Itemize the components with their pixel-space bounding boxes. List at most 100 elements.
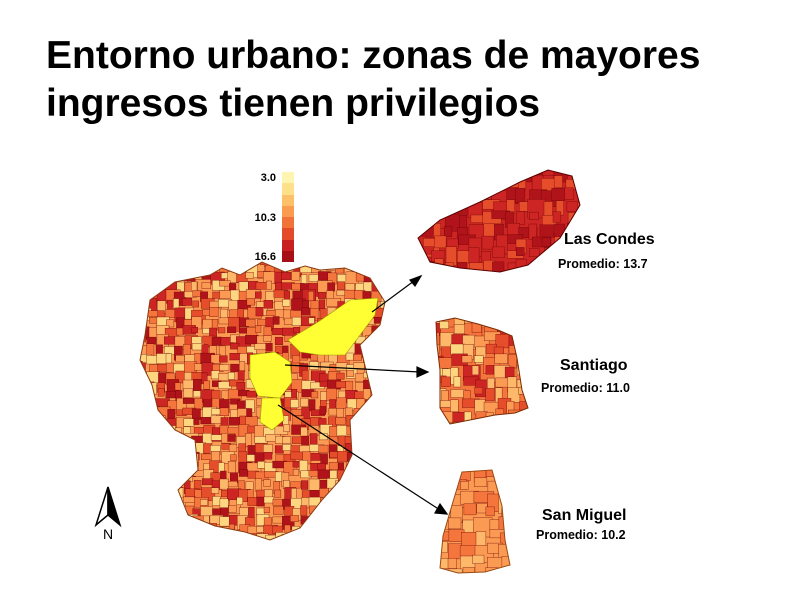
census-block — [274, 489, 282, 498]
census-block — [346, 426, 359, 436]
census-block — [373, 317, 385, 324]
census-block — [529, 248, 540, 257]
census-block — [239, 327, 247, 334]
census-block — [439, 321, 449, 329]
census-block — [373, 416, 383, 431]
census-block — [255, 291, 262, 299]
census-block — [245, 319, 256, 327]
census-block — [418, 258, 430, 272]
census-block — [219, 407, 229, 416]
census-block — [317, 506, 323, 516]
census-block — [372, 516, 381, 526]
highlight-santiago — [249, 351, 293, 399]
census-block — [328, 462, 339, 470]
census-block — [155, 515, 170, 524]
census-block — [176, 327, 184, 336]
census-block — [149, 496, 162, 508]
census-block — [156, 443, 168, 451]
census-block — [453, 376, 461, 388]
census-block — [371, 434, 381, 442]
legend-label-min: 3.0 — [260, 172, 276, 184]
census-block — [381, 344, 385, 351]
census-block — [212, 496, 221, 506]
census-block — [483, 176, 492, 187]
census-block — [146, 336, 157, 345]
census-block — [173, 435, 188, 448]
census-block — [418, 236, 426, 247]
census-block — [364, 425, 378, 436]
inset-san-miguel-outline — [439, 469, 511, 574]
census-block — [514, 506, 534, 521]
census-block — [193, 262, 204, 269]
census-block — [531, 421, 538, 435]
census-block — [505, 320, 517, 335]
census-block — [218, 262, 231, 264]
census-block — [391, 256, 401, 270]
census-block — [192, 300, 199, 308]
census-block — [393, 451, 403, 459]
census-block — [467, 175, 479, 183]
census-block — [373, 263, 381, 275]
census-block — [175, 453, 190, 462]
census-block — [363, 379, 373, 390]
census-block — [183, 442, 192, 452]
census-block — [256, 496, 265, 507]
census-block — [236, 382, 246, 390]
census-block — [436, 398, 440, 416]
census-block — [363, 372, 374, 379]
census-block — [246, 390, 258, 398]
census-block — [166, 319, 175, 328]
census-block — [219, 364, 230, 371]
census-block — [335, 362, 348, 371]
census-block — [183, 496, 196, 503]
area-avg-san-miguel: Promedio: 10.2 — [536, 528, 626, 542]
legend-swatch — [282, 205, 294, 217]
census-block — [140, 372, 147, 387]
census-block — [212, 541, 221, 551]
census-block — [474, 387, 483, 395]
census-block — [263, 335, 272, 342]
census-block — [156, 471, 170, 484]
census-block — [140, 407, 148, 422]
census-block — [140, 309, 146, 325]
census-block — [140, 425, 150, 433]
census-block — [174, 524, 185, 536]
census-block — [166, 532, 181, 540]
census-block — [380, 425, 385, 440]
census-block — [485, 412, 494, 424]
census-block — [219, 290, 233, 299]
census-block — [371, 533, 385, 540]
census-block — [495, 177, 512, 188]
census-block — [318, 292, 326, 299]
census-block — [362, 526, 371, 533]
census-block — [281, 534, 291, 540]
census-block — [327, 543, 333, 553]
census-block — [203, 543, 216, 550]
census-block — [508, 345, 519, 354]
census-block — [446, 470, 459, 477]
census-block — [468, 247, 480, 264]
census-block — [513, 480, 529, 494]
census-block — [191, 327, 198, 334]
census-block — [229, 543, 243, 557]
census-block — [439, 423, 456, 424]
census-block — [516, 247, 525, 256]
census-block — [498, 477, 510, 496]
census-block — [391, 443, 401, 457]
census-block — [345, 523, 359, 535]
census-block — [382, 515, 385, 528]
census-block — [155, 506, 168, 516]
census-block — [326, 498, 341, 509]
census-block — [327, 262, 336, 266]
census-block — [320, 544, 333, 555]
census-block — [164, 516, 176, 523]
census-block — [494, 170, 514, 179]
census-block — [365, 490, 374, 497]
census-block — [140, 505, 151, 514]
census-block — [183, 388, 194, 398]
census-block — [327, 506, 341, 519]
census-block — [203, 380, 210, 390]
census-block — [140, 489, 142, 497]
legend-swatch — [282, 228, 294, 240]
inset-santiago-outline — [435, 317, 529, 425]
